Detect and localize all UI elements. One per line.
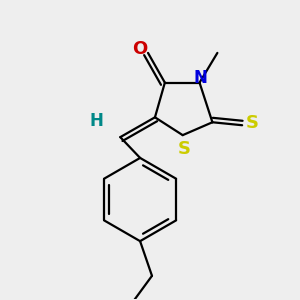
Text: S: S [178,140,191,158]
Text: O: O [133,40,148,58]
Text: H: H [90,112,104,130]
Text: S: S [245,114,259,132]
Text: N: N [194,69,208,87]
